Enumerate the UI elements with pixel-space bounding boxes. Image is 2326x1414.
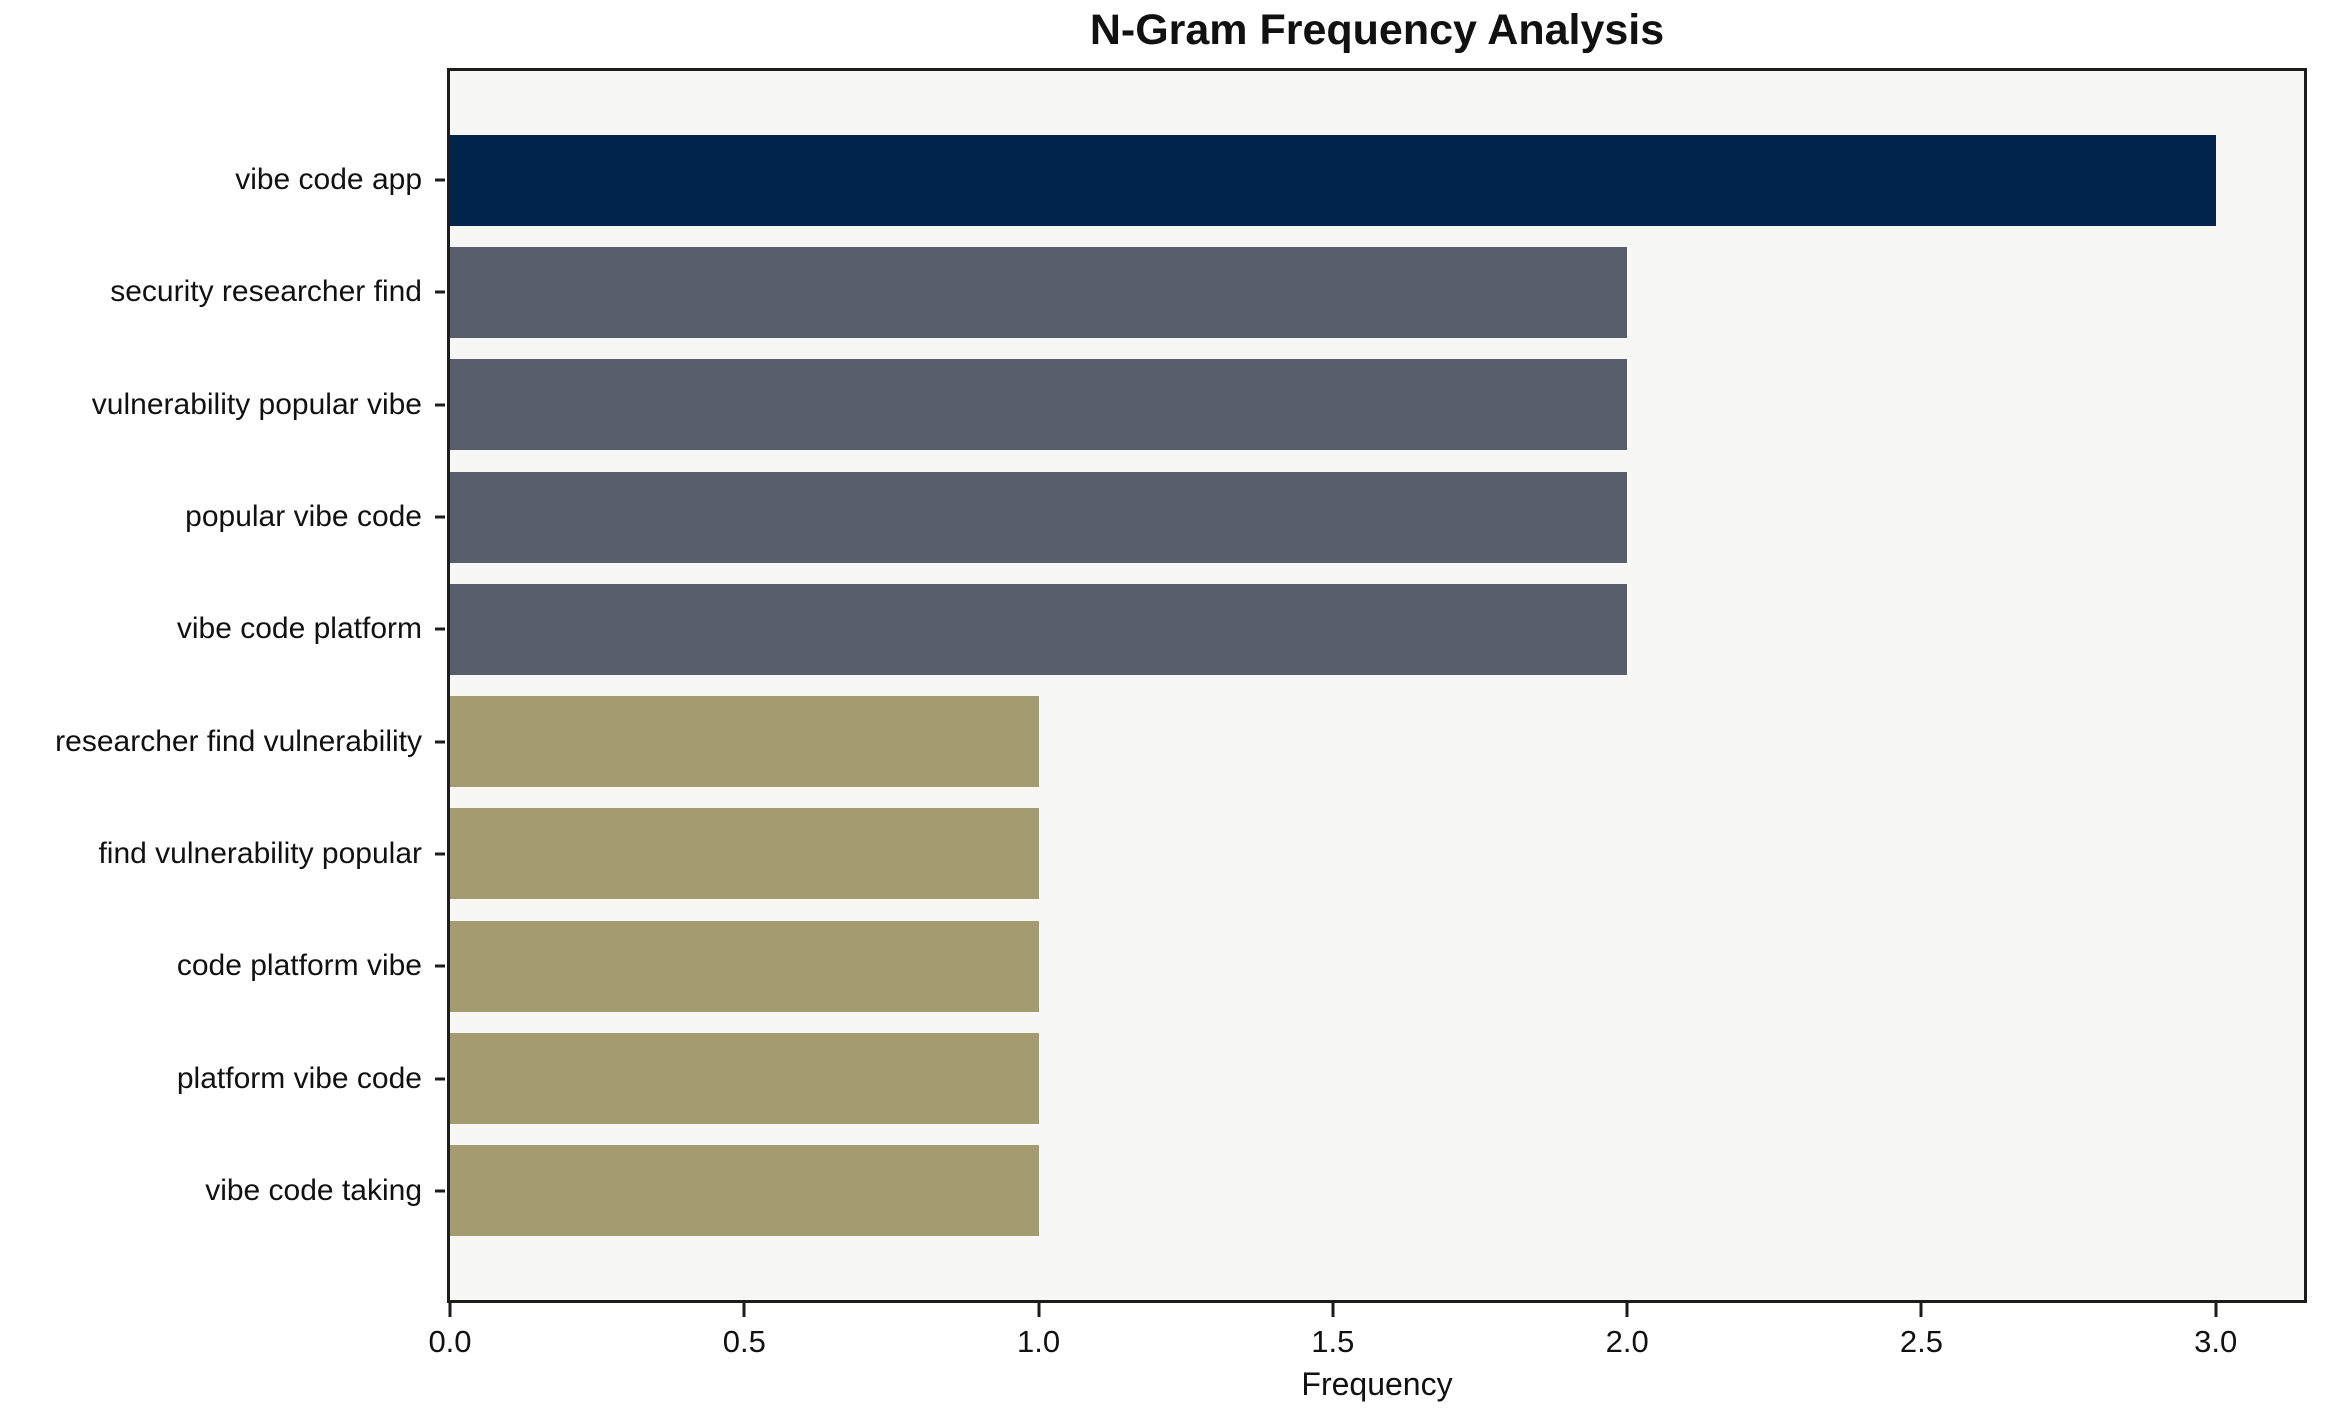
x-tick-mark <box>1625 1303 1629 1317</box>
x-tick-label: 1.5 <box>1311 1324 1355 1359</box>
y-tick-mark <box>435 1077 445 1081</box>
bar <box>450 134 2216 226</box>
x-tick-mark <box>1037 1303 1041 1317</box>
y-tick-mark <box>435 964 445 968</box>
bar-row: vibe code app <box>235 124 2304 236</box>
y-tick-mark <box>435 1189 445 1193</box>
bar <box>450 920 1039 1012</box>
y-tick-mark <box>435 515 445 519</box>
y-tick-mark <box>435 290 445 294</box>
y-tick-mark <box>435 852 445 856</box>
x-tick-label: 2.5 <box>1899 1324 1943 1359</box>
bars-container: vibe code app security researcher find vul… <box>55 71 2304 1300</box>
bar-row: platform vibe code <box>177 1022 2304 1134</box>
x-tick-mark <box>1331 1303 1335 1317</box>
x-tick-mark <box>742 1303 746 1317</box>
bar-row: vulnerability popular vibe <box>92 349 2304 461</box>
bar <box>450 471 1628 563</box>
x-tick-label: 1.0 <box>1017 1324 1061 1359</box>
x-tick-label: 0.0 <box>428 1324 472 1359</box>
x-tick-mark <box>448 1303 452 1317</box>
bar <box>450 808 1039 900</box>
x-tick-label: 2.0 <box>1605 1324 1649 1359</box>
plot-area: vibe code app security researcher find vul… <box>55 68 2307 1402</box>
bar-row: vibe code taking <box>205 1135 2304 1247</box>
bar-row: find vulnerability popular <box>98 798 2304 910</box>
x-tick-mark <box>1919 1303 1923 1317</box>
x-tick-label: 0.5 <box>722 1324 766 1359</box>
y-tick-label: platform vibe code <box>176 1061 422 1095</box>
chart-title: N-Gram Frequency Analysis <box>1089 6 1665 54</box>
x-tick-label: 3.0 <box>2194 1324 2238 1359</box>
bar <box>450 583 1628 675</box>
bar <box>450 1145 1039 1237</box>
bar-row: researcher find vulnerability <box>55 685 2304 797</box>
bar-row: code platform vibe <box>177 910 2304 1022</box>
y-tick-mark <box>435 627 445 631</box>
bar-row: vibe code platform <box>177 573 2304 685</box>
y-tick-mark <box>435 403 445 407</box>
x-axis-label: Frequency <box>1301 1366 1453 1402</box>
y-tick-label: vibe code app <box>235 163 422 197</box>
y-tick-label: vibe code platform <box>176 612 422 646</box>
x-tick-mark <box>2214 1303 2218 1317</box>
y-tick-label: code platform vibe <box>176 949 422 983</box>
bar <box>450 1033 1039 1125</box>
y-tick-label: researcher find vulnerability <box>55 724 422 758</box>
y-tick-label: vibe code taking <box>205 1173 422 1207</box>
bar <box>450 696 1039 788</box>
bar <box>450 359 1628 451</box>
bar <box>450 246 1628 338</box>
y-tick-mark <box>435 740 445 744</box>
y-tick-label: security researcher find <box>110 275 422 309</box>
y-tick-label: vulnerability popular vibe <box>91 387 422 421</box>
bar-row: security researcher find <box>110 236 2304 348</box>
y-tick-mark <box>435 178 445 182</box>
y-tick-label: popular vibe code <box>185 500 422 534</box>
bar-row: popular vibe code <box>185 461 2304 573</box>
y-tick-label: find vulnerability popular <box>98 836 422 870</box>
